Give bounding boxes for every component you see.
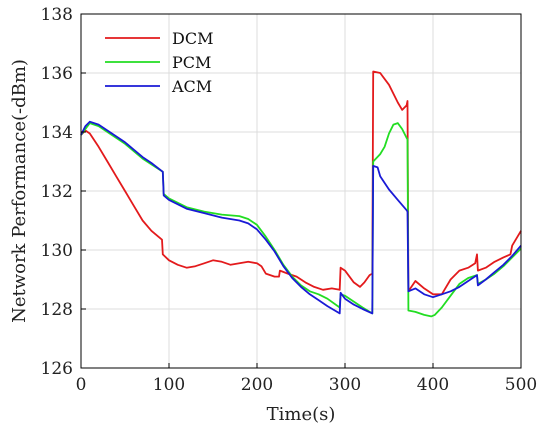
series-line-acm bbox=[80, 120, 522, 315]
y-tick-label: 126 bbox=[41, 359, 73, 379]
x-tick-label: 0 bbox=[76, 375, 87, 395]
y-tick-label: 138 bbox=[41, 5, 73, 25]
legend: DCM PCM ACM bbox=[105, 29, 213, 96]
legend-label-dcm: DCM bbox=[172, 29, 213, 48]
x-tick-label: 400 bbox=[417, 375, 449, 395]
series-lines bbox=[80, 70, 522, 318]
grid bbox=[80, 13, 522, 369]
x-tick-label: 500 bbox=[505, 375, 537, 395]
y-tick-label: 130 bbox=[41, 241, 73, 261]
x-tick-label: 300 bbox=[329, 375, 361, 395]
x-tick-label: 100 bbox=[153, 375, 185, 395]
y-tick-label: 132 bbox=[41, 182, 73, 202]
y-tick-label: 128 bbox=[41, 300, 73, 320]
tick-labels: 0 100 200 300 400 500 126 128 130 132 134 136 138 bbox=[41, 5, 538, 395]
x-tick-label: 200 bbox=[241, 375, 273, 395]
y-tick-label: 136 bbox=[41, 64, 73, 84]
x-axis-label: Time(s) bbox=[267, 404, 336, 425]
legend-label-pcm: PCM bbox=[172, 53, 211, 72]
legend-label-acm: ACM bbox=[171, 77, 212, 96]
y-tick-label: 134 bbox=[41, 123, 73, 143]
y-axis-label: Network Performance(-dBm) bbox=[9, 59, 30, 323]
series-line-dcm bbox=[80, 70, 522, 296]
